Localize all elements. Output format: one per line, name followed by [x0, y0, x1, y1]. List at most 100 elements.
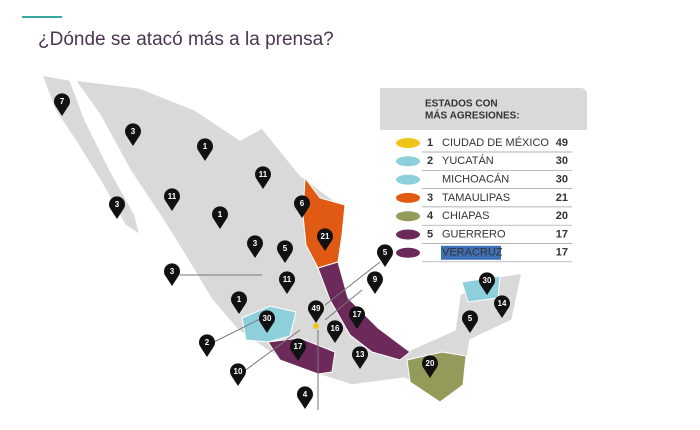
pin-label: 4	[303, 390, 308, 399]
pin: 3	[164, 263, 181, 286]
pin-label: 20	[426, 359, 435, 368]
pin-marker	[377, 244, 394, 267]
pin: 5	[462, 310, 478, 333]
title: ¿Dónde se atacó más a la prensa?	[38, 29, 334, 50]
legend-rank: 4	[427, 210, 434, 222]
pin-label: 3	[115, 200, 120, 209]
pin: 3	[109, 196, 126, 219]
pin-label: 1	[203, 142, 208, 151]
pin: 11	[255, 166, 271, 189]
legend-count: 17	[556, 228, 568, 240]
legend-state: VERACRUZ	[442, 247, 503, 259]
chiapas	[406, 351, 467, 403]
pin-label: 5	[468, 314, 473, 323]
pin-marker	[494, 295, 510, 318]
pin: 4	[297, 386, 314, 409]
pin-label: 11	[168, 192, 177, 201]
pin-marker	[199, 334, 216, 357]
pin-marker	[290, 338, 306, 361]
pin: 21	[317, 228, 333, 251]
legend-state: YUCATÁN	[442, 154, 494, 167]
legend-rank: 3	[427, 192, 433, 204]
pin-marker	[231, 291, 248, 314]
pin-label: 16	[331, 324, 340, 333]
legend-heading: ESTADOS CON	[425, 99, 498, 110]
pin: 11	[164, 188, 181, 211]
pin-marker	[54, 93, 70, 116]
pin: 9	[367, 271, 384, 294]
pin-marker	[277, 240, 293, 263]
pin: 14	[494, 295, 510, 318]
leader-line	[324, 261, 381, 306]
leader-line	[211, 317, 263, 344]
legend-state: CIUDAD DE MÉXICO	[442, 136, 549, 149]
legend-swatch	[396, 138, 420, 148]
pin: 6	[294, 195, 311, 218]
pin: 30	[259, 310, 275, 333]
pin-label: 11	[259, 170, 268, 179]
pin-label: 13	[356, 350, 365, 359]
veracruz	[317, 261, 411, 361]
pin-marker	[297, 386, 314, 409]
pin-marker	[164, 263, 181, 286]
legend-rank: 2	[427, 155, 433, 167]
pin: 16	[327, 320, 343, 343]
legend-count: 21	[556, 192, 568, 204]
pin: 17	[290, 338, 306, 361]
pin-marker	[462, 310, 478, 333]
pin: 20	[422, 355, 439, 378]
legend-state: GUERRERO	[442, 228, 506, 240]
legend-state: TAMAULIPAS	[442, 192, 510, 204]
pin-label: 10	[234, 367, 243, 376]
pin: 7	[54, 93, 70, 116]
pin: 5	[277, 240, 293, 263]
pin-marker	[125, 123, 141, 146]
mainland	[73, 79, 523, 403]
pin: 49	[308, 300, 324, 323]
pin-label: 6	[300, 199, 305, 208]
legend-swatch	[396, 174, 420, 185]
pin-label: 17	[294, 342, 303, 351]
pin-label: 17	[353, 310, 362, 319]
legend-count: 20	[556, 210, 568, 222]
pin-marker	[294, 195, 311, 218]
pin-marker	[367, 271, 384, 294]
legend-rank: 5	[427, 228, 433, 240]
legend-state: MICHOACÁN	[442, 173, 509, 186]
pin-label: 3	[131, 127, 136, 136]
pin-marker	[197, 138, 214, 161]
pin: 3	[246, 235, 263, 258]
pin-label: 30	[483, 276, 492, 285]
legend-count: 30	[556, 174, 568, 186]
pin-label: 2	[205, 338, 210, 347]
pin-marker	[348, 306, 365, 329]
pin: 3	[125, 123, 141, 146]
pin-marker	[255, 166, 271, 189]
pin: 30	[479, 272, 496, 295]
pin: 1	[197, 138, 214, 161]
legend-swatch	[396, 211, 420, 222]
pin: 17	[348, 306, 365, 329]
pin-marker	[164, 188, 181, 211]
pin-marker	[230, 363, 247, 386]
cdmx	[313, 323, 319, 329]
pin-label: 11	[283, 275, 292, 284]
pin-marker	[422, 355, 439, 378]
pin-label: 21	[321, 232, 330, 241]
legend-swatch	[396, 156, 420, 167]
legend-state: CHIAPAS	[442, 210, 489, 222]
baja-california	[40, 74, 142, 237]
pin-label: 7	[60, 97, 65, 106]
pin-marker	[109, 196, 126, 219]
pin-marker	[352, 346, 368, 369]
pin-label: 30	[263, 314, 272, 323]
pin: 5	[377, 244, 394, 267]
legend: ESTADOS CON MÁS AGRESIONES: 1 CIUDAD DE M…	[380, 88, 587, 263]
selection-highlight	[441, 245, 501, 260]
pin-label: 3	[253, 239, 258, 248]
legend-heading: MÁS AGRESIONES:	[425, 109, 520, 122]
pin-label: 1	[218, 210, 223, 219]
pin-label: 9	[373, 275, 378, 284]
